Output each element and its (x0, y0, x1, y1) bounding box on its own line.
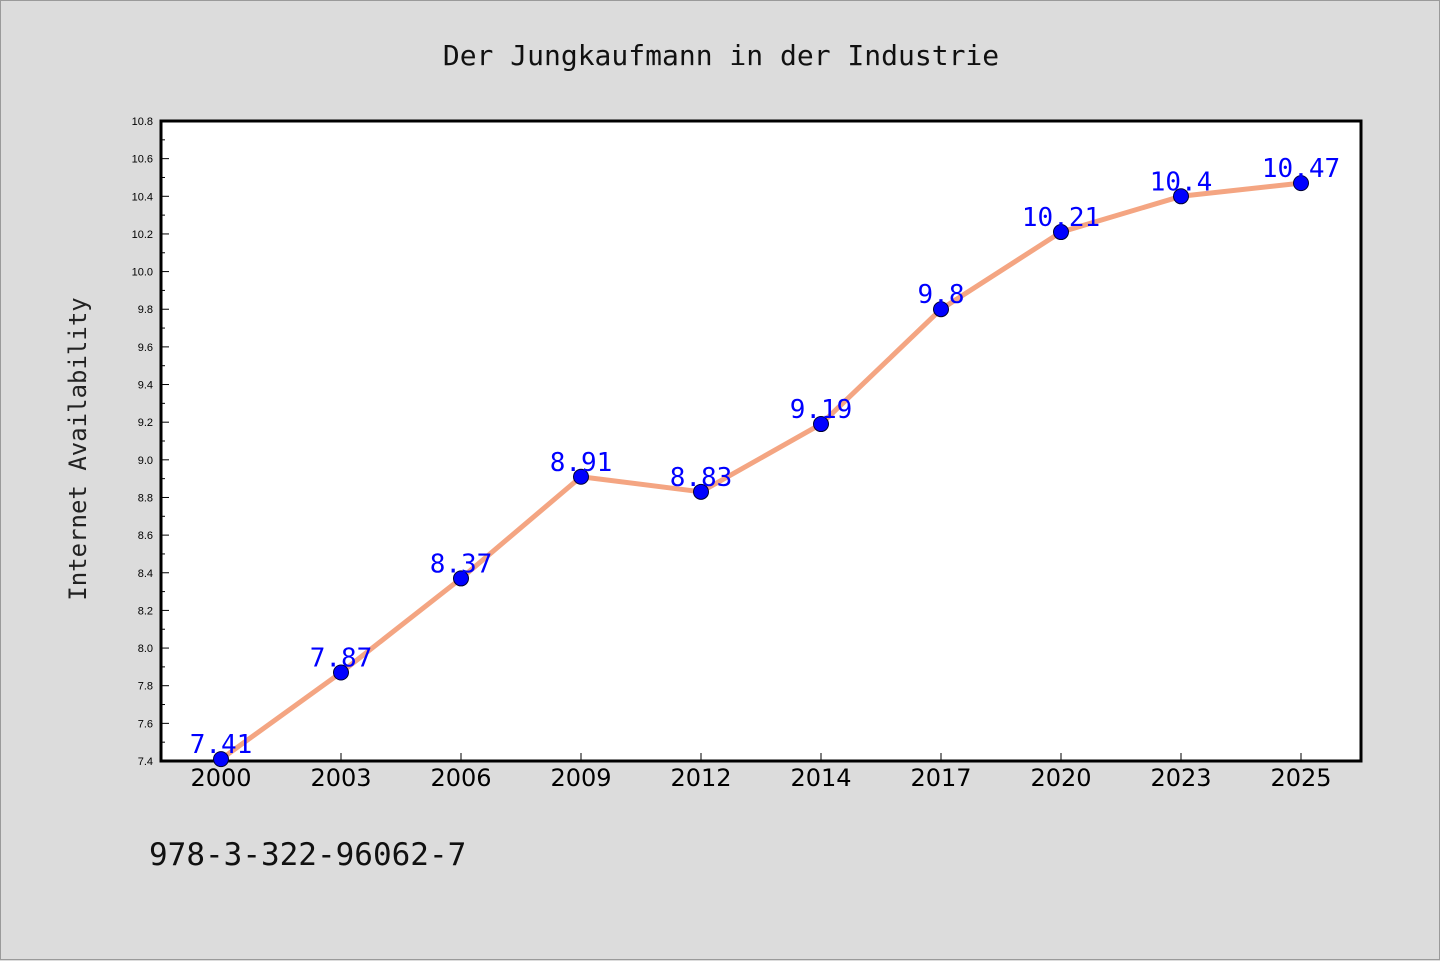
y-tick-label: 10.8 (132, 116, 153, 128)
x-tick-label: 2000 (190, 764, 251, 792)
data-label: 9.8 (918, 280, 965, 310)
x-axis: 2000 2003 2006 2009 2012 2014 2017 2020 2023 2025 (190, 753, 1332, 792)
isbn-label: 978-3-322-96062-7 (149, 837, 466, 873)
data-label: 8.83 (670, 463, 733, 493)
x-tick-label: 2025 (1270, 764, 1331, 792)
series-line (218, 180, 1304, 762)
y-tick-label: 7.4 (138, 756, 153, 768)
y-tick-label: 8.8 (138, 492, 153, 504)
y-tick-label: 7.8 (138, 681, 153, 693)
x-tick-label: 2012 (670, 764, 731, 792)
y-tick-label: 9.2 (138, 417, 153, 429)
data-label: 10.4 (1150, 167, 1213, 197)
y-tick-label: 10.4 (132, 191, 153, 203)
x-tick-label: 2023 (1150, 764, 1211, 792)
y-tick-label: 8.2 (138, 605, 153, 617)
data-label: 7.87 (310, 644, 373, 674)
y-tick-label: 9.4 (138, 380, 153, 392)
data-point (933, 301, 949, 318)
data-point (693, 483, 709, 500)
data-label: 9.19 (790, 395, 853, 425)
x-tick-label: 2003 (310, 764, 371, 792)
y-tick-label: 9.8 (138, 304, 153, 316)
x-tick-label: 2020 (1030, 764, 1091, 792)
data-label: 10.47 (1262, 154, 1340, 184)
data-label: 8.91 (550, 448, 613, 478)
data-point (1293, 175, 1309, 192)
x-tick-label: 2014 (790, 764, 851, 792)
y-tick-label: 10.6 (132, 154, 153, 166)
data-label: 7.41 (190, 730, 253, 760)
data-point (213, 751, 229, 768)
y-axis: 7.4 7.6 7.8 8.0 8.2 8.4 8.6 8.8 9.0 9.2 9.4 9.6 9.8 1… (132, 116, 169, 768)
data-label: 10.21 (1022, 203, 1100, 233)
x-tick-label: 2006 (430, 764, 491, 792)
y-tick-label: 9.6 (138, 342, 153, 354)
series-layer: 7.41 7.87 8.37 8.91 8.83 9.19 9.8 10.21 10.4 10.4… (190, 154, 1340, 768)
y-tick-label: 10.0 (132, 267, 153, 279)
y-axis-title: Internet Availability (64, 297, 92, 600)
data-point (813, 416, 829, 433)
data-point (1053, 224, 1069, 241)
data-label: 8.37 (430, 549, 493, 579)
y-tick-label: 8.0 (138, 643, 153, 655)
data-point (453, 570, 469, 587)
data-point (573, 468, 589, 485)
x-tick-label: 2009 (550, 764, 611, 792)
y-tick-label: 7.6 (138, 718, 153, 730)
y-tick-label: 10.2 (132, 229, 153, 241)
y-tick-label: 8.4 (138, 568, 153, 580)
data-point (333, 664, 349, 681)
y-tick-label: 8.6 (138, 530, 153, 542)
chart-title: Der Jungkaufmann in der Industrie (443, 39, 999, 72)
data-point (1173, 188, 1189, 205)
x-tick-label: 2017 (910, 764, 971, 792)
y-tick-label: 9.0 (138, 455, 153, 467)
